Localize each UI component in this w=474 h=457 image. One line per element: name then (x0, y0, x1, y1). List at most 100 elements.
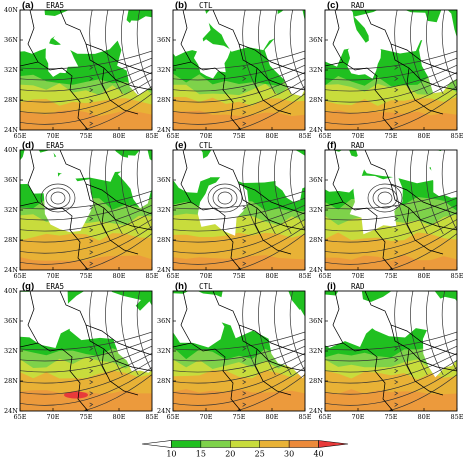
lon-tick-label: 70E (351, 132, 364, 140)
lat-tick-label: 28N (157, 377, 171, 385)
lat-tick-label: 24N (309, 407, 323, 415)
shading-white (364, 291, 448, 338)
lon-tick-label: 70E (351, 413, 364, 421)
lon-tick-label: 85E (298, 272, 311, 280)
shading-white (325, 291, 380, 348)
lat-tick-label: 36N (309, 36, 323, 44)
streamlines (325, 150, 457, 270)
lon-tick-label: 75E (384, 132, 397, 140)
country-borders (20, 150, 152, 270)
shading-white (348, 150, 449, 184)
streamlines (20, 10, 152, 130)
colorbar-label: 20 (225, 450, 235, 457)
lat-tick-label: 28N (309, 377, 323, 385)
lat-tick-label: 24N (157, 407, 171, 415)
lat-tick-label: 28N (4, 236, 18, 244)
lat-tick-label: 36N (157, 176, 171, 184)
lon-tick-label: 75E (79, 132, 92, 140)
panel-name: ERA5 (46, 1, 64, 10)
lon-tick-label: 70E (199, 413, 212, 421)
panel-name: CTL (199, 282, 213, 291)
colorbar-segment (230, 440, 260, 448)
lat-tick-label: 32N (157, 66, 171, 74)
lon-tick-label: 65E (318, 132, 331, 140)
lat-tick-label: 32N (309, 66, 323, 74)
lon-tick-label: 85E (145, 413, 158, 421)
country-borders (325, 291, 457, 411)
lon-tick-label: 65E (13, 132, 26, 140)
country-borders (325, 150, 457, 270)
colorbar-label: 15 (196, 450, 206, 457)
lon-tick-label: 65E (166, 272, 179, 280)
lon-tick-label: 80E (417, 413, 430, 421)
lat-tick-label: 32N (157, 206, 171, 214)
streamlines (20, 150, 152, 270)
lat-tick-label: 24N (309, 126, 323, 134)
lat-tick-label: 28N (157, 96, 171, 104)
lon-tick-label: 75E (79, 272, 92, 280)
lon-tick-label: 80E (112, 272, 125, 280)
lat-tick-label: 24N (309, 266, 323, 274)
lon-tick-label: 80E (112, 413, 125, 421)
colorbar: 10 15 20 25 30 40 (141, 440, 349, 457)
shading-white (430, 150, 457, 198)
lat-tick-label: 32N (157, 347, 171, 355)
lat-tick-label: 32N (4, 66, 18, 74)
shading-white (51, 10, 136, 54)
lon-tick-label: 80E (265, 272, 278, 280)
lat-tick-label: 32N (4, 347, 18, 355)
shading-white (45, 42, 79, 77)
lon-tick-label: 70E (46, 272, 59, 280)
shading-white (20, 10, 64, 54)
lat-tick-label: 36N (4, 176, 18, 184)
lon-tick-label: 85E (298, 132, 311, 140)
lon-tick-label: 85E (450, 413, 463, 421)
panel-name: CTL (199, 1, 213, 10)
lon-tick-label: 85E (298, 413, 311, 421)
lat-tick-label: 24N (157, 126, 171, 134)
panel-letter: (e) (175, 140, 187, 151)
panel-letter: (h) (175, 281, 187, 292)
panel-name: RAD (351, 1, 365, 10)
lat-tick-label: 40N (4, 146, 18, 154)
lon-tick-label: 70E (46, 413, 59, 421)
panel-letter: (g) (22, 281, 34, 292)
panel-name: RAD (351, 141, 365, 150)
lon-tick-label: 85E (145, 132, 158, 140)
streamlines (325, 10, 457, 130)
lon-tick-label: 70E (46, 132, 59, 140)
lon-tick-label: 70E (199, 132, 212, 140)
shading-white (325, 10, 367, 67)
shading-white (114, 16, 152, 96)
lon-tick-label: 80E (417, 132, 430, 140)
colorbar-label: 40 (313, 450, 323, 457)
lat-tick-label: 28N (157, 236, 171, 244)
lat-tick-label: 24N (157, 266, 171, 274)
lat-tick-label: 40N (4, 287, 18, 295)
country-borders (173, 291, 305, 411)
lon-tick-label: 65E (318, 413, 331, 421)
panel-letter: (a) (22, 0, 34, 11)
lon-tick-label: 85E (450, 272, 463, 280)
lon-tick-label: 75E (232, 132, 245, 140)
lon-tick-label: 80E (265, 413, 278, 421)
shading-white (191, 150, 299, 183)
lon-tick-label: 75E (79, 413, 92, 421)
shading-white (419, 10, 457, 94)
panel-name: ERA5 (46, 141, 64, 150)
lat-tick-label: 24N (4, 126, 18, 134)
lat-tick-label: 36N (4, 317, 18, 325)
lat-tick-label: 32N (309, 347, 323, 355)
colorbar-max-end (318, 440, 349, 448)
panel-name: RAD (351, 282, 365, 291)
shading-white (113, 298, 152, 373)
colorbar-label: 10 (166, 450, 176, 457)
shading-white (173, 291, 232, 348)
lon-tick-label: 65E (166, 132, 179, 140)
lat-tick-label: 24N (4, 407, 18, 415)
